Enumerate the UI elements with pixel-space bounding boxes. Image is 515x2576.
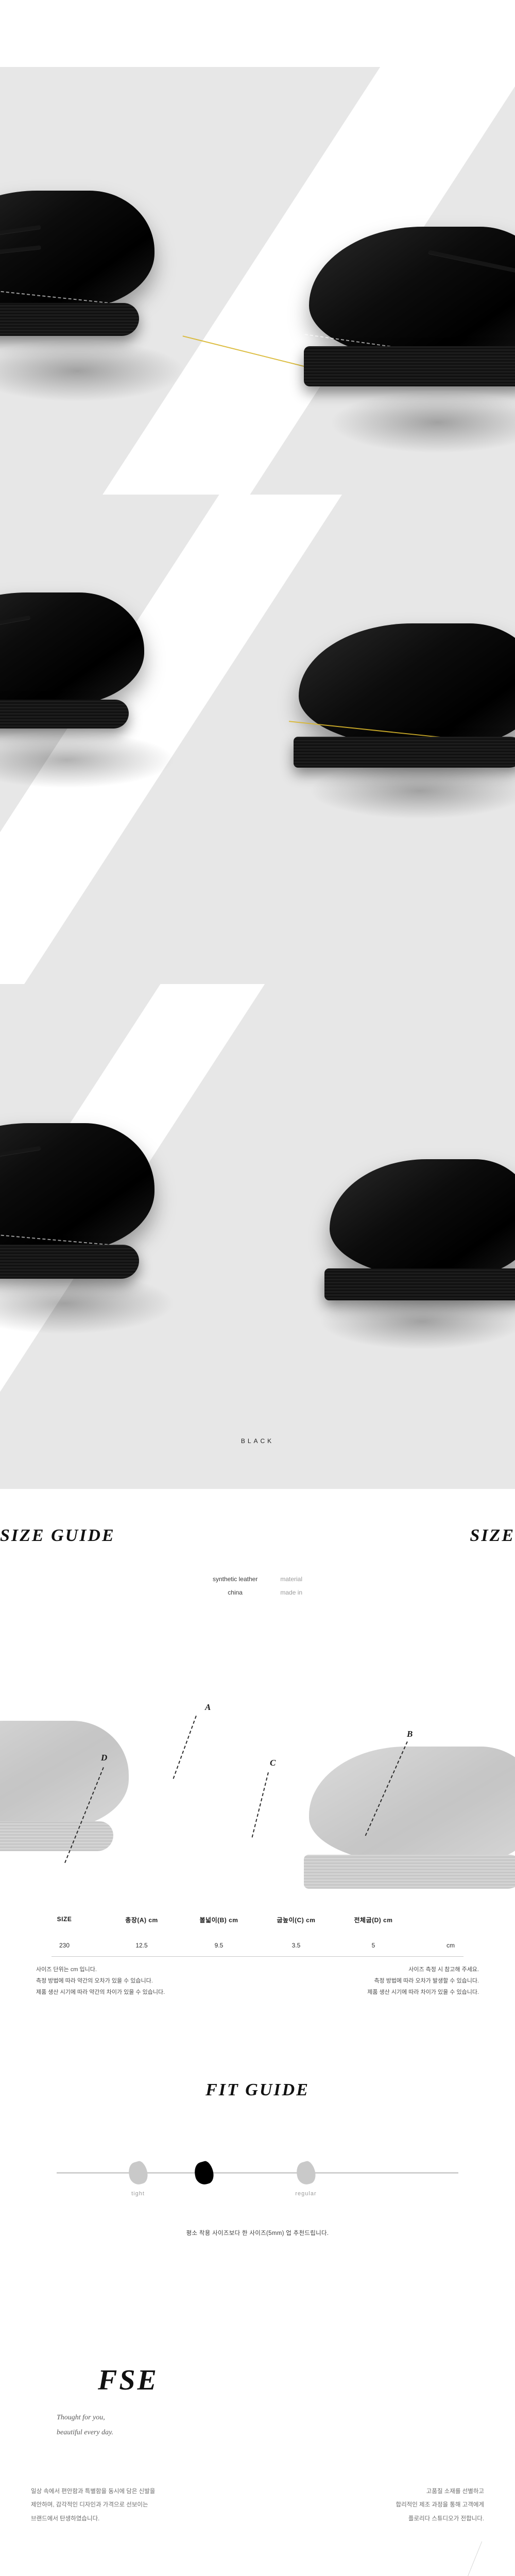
shoe-shadow: [0, 1273, 175, 1334]
size-notes-left: 사이즈 단위는 cm 입니다. 측정 방법에 따라 약간의 오차가 있을 수 있…: [36, 1964, 247, 1998]
note-left-2: 측정 방법에 따라 약간의 오차가 있을 수 있습니다.: [36, 1978, 153, 1984]
leader-line-a: [173, 1716, 197, 1779]
shoe-sole: [324, 1268, 515, 1300]
fit-label-tight: tight: [131, 2191, 145, 2197]
measure-label-b: B: [407, 1729, 413, 1739]
fit-label-regular: regular: [295, 2191, 317, 2197]
size-guide-title: SIZE GUIDE: [0, 1526, 115, 1545]
brand-right-line-3: 플로리다 스튜디오가 전합니다.: [408, 2515, 484, 2522]
shoe-shadow: [319, 1293, 515, 1350]
fit-guide-title: FIT GUIDE: [205, 2080, 310, 2099]
col-unit: [412, 1910, 489, 1931]
ghost-sole-right: [304, 1855, 515, 1889]
cell-heel-height: 3.5: [291, 1942, 301, 1949]
note-right-3: 제품 생산 시기에 따라 차이가 있을 수 있습니다.: [367, 1989, 479, 1995]
shoe-sole: [304, 346, 515, 386]
shoe-left-upper: [0, 592, 144, 706]
shoe-sole: [0, 1245, 139, 1279]
meta-material: synthetic leather china: [213, 1572, 258, 1600]
col-total-heel: 전체굽(D) cm: [354, 1917, 393, 1924]
shoe-sole: [294, 737, 515, 768]
brand-description-right: 고품질 소재를 선별하고 합리적인 제조 과정을 통해 고객에게 플로리다 스튜…: [396, 2485, 484, 2526]
fit-guide-note: 평소 착용 사이즈보다 한 사이즈(5mm) 업 추천드립니다.: [186, 2230, 329, 2236]
fit-slider-track[interactable]: [57, 2172, 458, 2174]
meta-keys: material made in: [280, 1572, 302, 1600]
size-guide-header: SIZE GUIDE SIZE synthetic leather china …: [0, 1489, 515, 1618]
shoe-shadow: [0, 732, 175, 788]
brand-left-line-1: 일상 속에서 편안함과 특별함을 동시에 담은 신발을: [31, 2488, 156, 2495]
fit-guide: FIT GUIDE tight regular oversized 평소 착용 …: [0, 2003, 515, 2271]
meta-material-key: material: [280, 1575, 303, 1583]
fit-node-regular[interactable]: [294, 2159, 318, 2187]
leader-line-c: [251, 1772, 269, 1838]
size-table: SIZE 총장(A) cm 볼넓이(B) cm 굽높이(C) cm 전체굽(D)…: [0, 1906, 515, 2003]
product-photo-1: [0, 0, 515, 495]
product-photo-2: [0, 495, 515, 984]
brand-logo: FSE: [98, 2364, 159, 2396]
fit-node-selected[interactable]: [192, 2159, 216, 2187]
table-divider: [52, 1956, 464, 1957]
product-photo-3: BLACK: [0, 984, 515, 1489]
measurement-diagram: A B C D: [0, 1618, 515, 1906]
cell-total-heel: 5: [371, 1942, 375, 1949]
meta-origin-value: china: [228, 1589, 243, 1597]
ghost-shoe-right: [309, 1747, 515, 1865]
decorative-diagonal-rule: [453, 2541, 483, 2576]
size-notes-right: 사이즈 측정 시 참고해 주세요. 측정 방법에 따라 오차가 발생할 수 있습…: [268, 1964, 479, 1998]
measure-label-c: C: [270, 1758, 276, 1768]
shoe-sole: [0, 700, 129, 728]
cell-unit: cm: [447, 1942, 455, 1949]
shoe-shadow: [309, 762, 515, 819]
brand-description-left: 일상 속에서 편안함과 특별함을 동시에 담은 신발을 제안하며, 감각적인 디…: [31, 2485, 155, 2526]
product-meta: synthetic leather china material made in: [0, 1572, 515, 1600]
note-left-3: 제품 생산 시기에 따라 약간의 차이가 있을 수 있습니다.: [36, 1989, 165, 1995]
col-width: 볼넓이(B) cm: [199, 1917, 238, 1924]
note-left-1: 사이즈 단위는 cm 입니다.: [36, 1967, 97, 1973]
color-label: BLACK: [241, 1437, 274, 1445]
brand-right-line-1: 고품질 소재를 선별하고: [426, 2488, 484, 2495]
shoe-right-upper: [309, 227, 515, 361]
meta-origin-key: made in: [280, 1589, 303, 1597]
fit-node-tight[interactable]: [126, 2159, 150, 2187]
cell-total-length: 12.5: [135, 1942, 148, 1949]
col-size: SIZE: [57, 1916, 72, 1923]
measure-label-a: A: [205, 1702, 211, 1712]
shoe-shadow: [330, 392, 515, 453]
shoe-right-upper: [330, 1159, 515, 1278]
shoe-right-upper: [299, 623, 515, 747]
shoe-sole: [0, 303, 139, 336]
brand-script-line-2: beautiful every day.: [57, 2429, 114, 2437]
measure-label-d: D: [101, 1753, 108, 1762]
fit-slider[interactable]: tight regular oversized: [57, 2158, 458, 2197]
brand-left-line-3: 브랜드에서 탄생하였습니다.: [31, 2515, 100, 2522]
brand-left-line-2: 제안하며, 감각적인 디자인과 가격으로 선보이는: [31, 2502, 148, 2509]
cell-size: 230: [59, 1942, 70, 1949]
note-right-2: 측정 방법에 따라 오차가 발생할 수 있습니다.: [374, 1978, 479, 1984]
note-right-1: 사이즈 측정 시 참고해 주세요.: [408, 1967, 479, 1973]
ghost-sole-left: [0, 1821, 113, 1851]
shoe-left-upper: [0, 1123, 154, 1252]
size-guide-title-right: SIZE: [470, 1526, 515, 1545]
brand-right-line-2: 합리적인 제조 과정을 통해 고객에게: [396, 2502, 484, 2509]
brand-section: FSE Thought for you, beautiful every day…: [0, 2271, 515, 2576]
shoe-shadow: [0, 340, 185, 402]
brand-script: Thought for you, beautiful every day.: [0, 2410, 515, 2441]
table-row: 230 12.5 9.5 3.5 5 cm: [0, 1937, 515, 1956]
cell-width: 9.5: [214, 1942, 224, 1949]
col-total-length: 총장(A) cm: [125, 1917, 158, 1924]
col-heel-height: 굽높이(C) cm: [277, 1917, 316, 1924]
size-notes: 사이즈 단위는 cm 입니다. 측정 방법에 따라 약간의 오차가 있을 수 있…: [36, 1964, 479, 1998]
brand-script-line-1: Thought for you,: [57, 2414, 105, 2421]
meta-material-value: synthetic leather: [212, 1575, 258, 1583]
ghost-shoe-left: [0, 1721, 129, 1829]
photo-top-white-band: [0, 0, 515, 67]
size-table-header-row: SIZE 총장(A) cm 볼넓이(B) cm 굽높이(C) cm 전체굽(D)…: [0, 1906, 515, 1937]
brand-description: 일상 속에서 편안함과 특별함을 동시에 담은 신발을 제안하며, 감각적인 디…: [31, 2485, 484, 2526]
